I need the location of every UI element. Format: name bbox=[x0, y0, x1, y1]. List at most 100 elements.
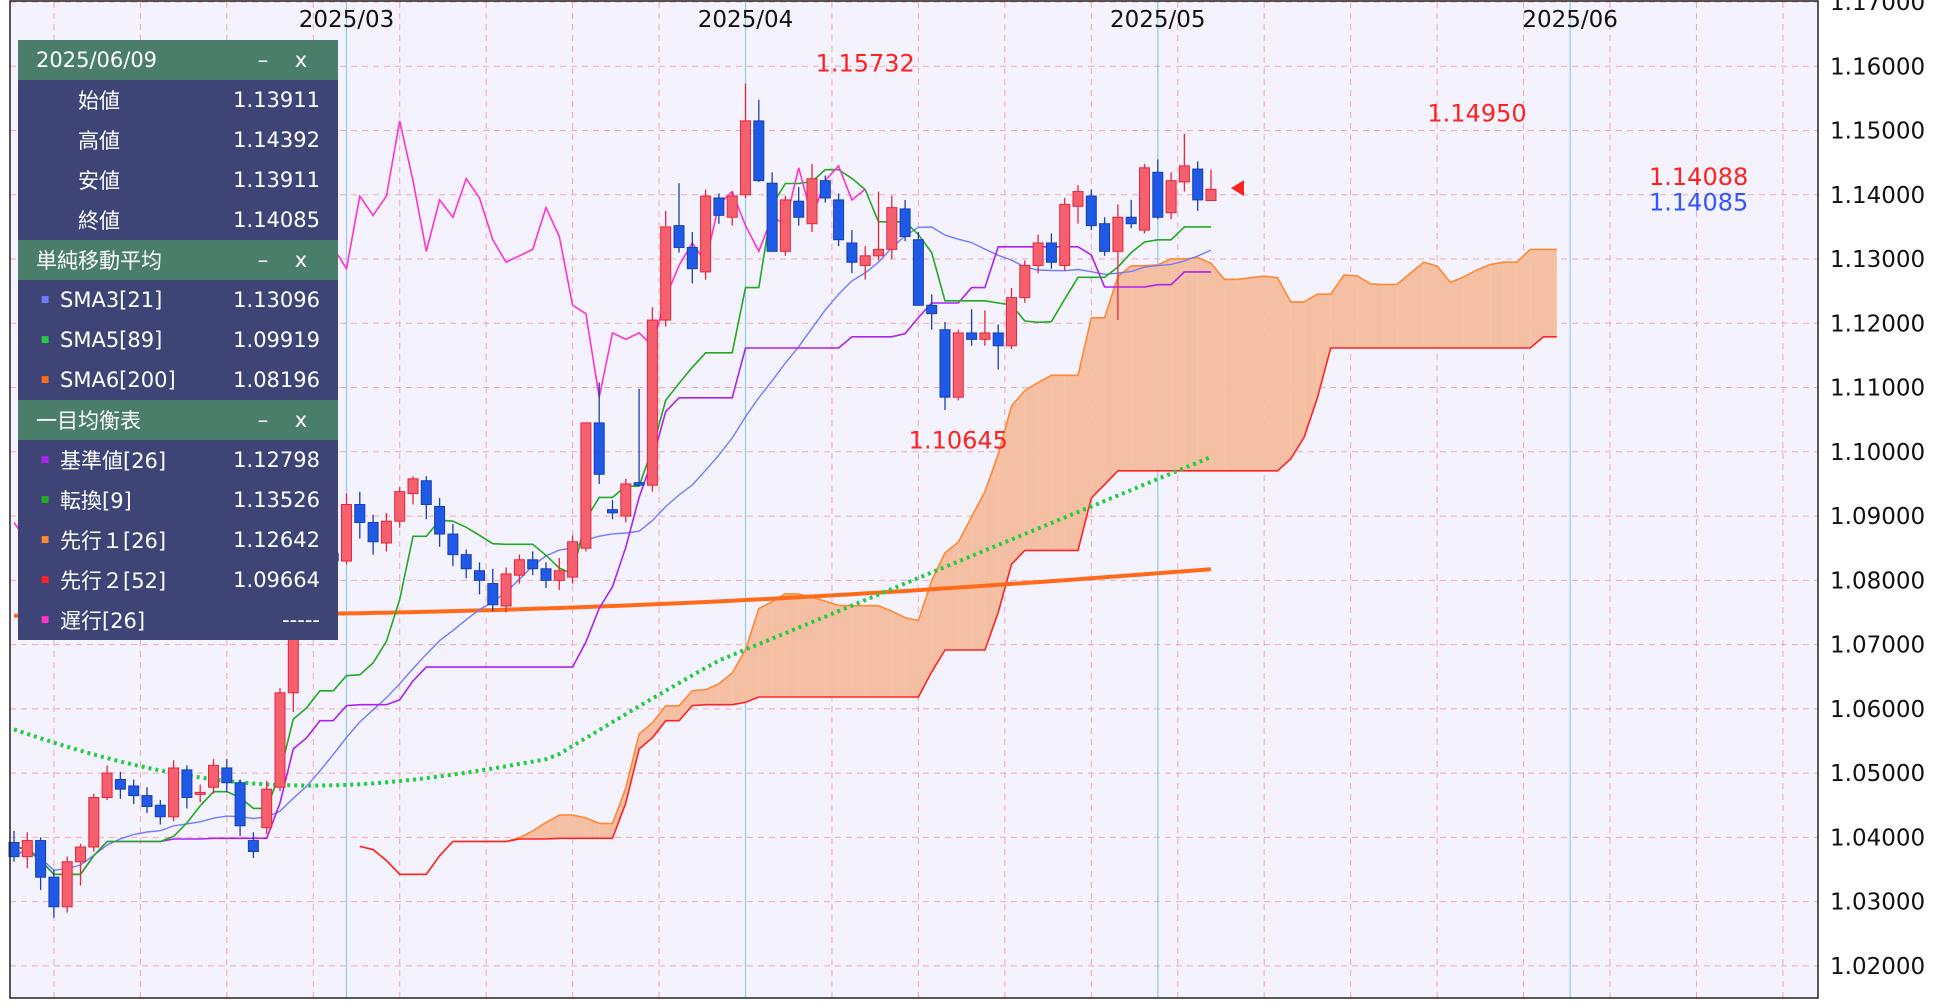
candle-body bbox=[859, 255, 871, 266]
x-month-label: 2025/06 bbox=[1522, 7, 1618, 33]
candle-body bbox=[1059, 203, 1071, 266]
y-tick-label: 1.12000 bbox=[1830, 311, 1925, 337]
y-tick-label: 1.15000 bbox=[1830, 119, 1925, 145]
color-swatch-icon: ■ bbox=[40, 455, 50, 465]
cloud-segment bbox=[758, 601, 773, 697]
cloud-segment bbox=[1397, 273, 1411, 349]
cloud-segment bbox=[692, 689, 706, 706]
candle-body bbox=[1006, 297, 1017, 347]
senkou-span-a-line bbox=[359, 248, 1557, 876]
minimize-button[interactable]: – bbox=[257, 408, 269, 432]
cloud-segment bbox=[1290, 301, 1305, 459]
y-tick-label: 1.14000 bbox=[1830, 183, 1925, 209]
kijun-line bbox=[13, 246, 1211, 876]
candle-body bbox=[8, 841, 20, 858]
candle-body bbox=[208, 764, 219, 788]
cloud-segment bbox=[1490, 262, 1504, 349]
color-swatch-icon: ■ bbox=[40, 575, 50, 585]
cloud-segment bbox=[1197, 257, 1211, 471]
candle-body bbox=[926, 304, 938, 315]
candle-body bbox=[1099, 223, 1111, 252]
cloud-segment bbox=[905, 617, 919, 697]
cloud-segment bbox=[812, 597, 826, 697]
cloud-segment bbox=[878, 605, 892, 697]
candle-body bbox=[740, 120, 751, 196]
cloud-segment bbox=[559, 815, 573, 839]
ichimoku-row: ■ 遅行[26] ----- bbox=[18, 600, 338, 640]
cloud-segment bbox=[1357, 275, 1371, 349]
cloud-segment bbox=[1064, 375, 1078, 551]
cloud-segment bbox=[1437, 266, 1451, 349]
color-swatch-icon: ■ bbox=[40, 615, 50, 625]
close-button[interactable]: x bbox=[294, 48, 308, 72]
candle-body bbox=[607, 509, 618, 514]
candle-body bbox=[221, 767, 233, 784]
cloud-segment bbox=[1277, 277, 1291, 471]
candle-body bbox=[154, 804, 166, 818]
candle-body bbox=[846, 242, 858, 263]
y-tick-label: 1.10000 bbox=[1830, 440, 1925, 466]
current-price-label: 1.14088 bbox=[1649, 163, 1748, 191]
sma-label: SMA3[21] bbox=[60, 288, 163, 312]
sma89-line bbox=[13, 455, 1212, 788]
cloud-segment bbox=[1157, 258, 1172, 471]
price-annotation: 1.10645 bbox=[909, 426, 1008, 454]
cloud-segment bbox=[1024, 382, 1039, 551]
cloud-segment bbox=[918, 580, 932, 697]
minimize-button[interactable]: – bbox=[257, 248, 269, 272]
minimize-button[interactable]: – bbox=[257, 48, 269, 72]
sma-label: SMA6[200] bbox=[60, 368, 176, 392]
cloud-segment bbox=[984, 454, 999, 651]
ichimoku-value: ----- bbox=[282, 608, 320, 632]
ohlc-row-high: 高値 1.14392 bbox=[18, 120, 338, 160]
y-tick-label: 1.08000 bbox=[1830, 568, 1925, 594]
y-tick-label: 1.13000 bbox=[1830, 247, 1925, 273]
candle-body bbox=[367, 521, 379, 543]
candle-body bbox=[341, 503, 352, 562]
cloud-segment bbox=[1317, 294, 1331, 398]
y-tick-label: 1.03000 bbox=[1830, 890, 1925, 916]
candle-body bbox=[992, 332, 1004, 347]
candle-body bbox=[394, 491, 406, 522]
candle-body bbox=[966, 332, 978, 340]
ohlc-value: 1.13911 bbox=[233, 88, 320, 112]
candle-body bbox=[1112, 216, 1124, 252]
cloud-segment bbox=[679, 690, 693, 721]
cloud-segment bbox=[865, 605, 879, 697]
candle-body bbox=[553, 570, 565, 581]
y-tick-label: 1.07000 bbox=[1830, 633, 1925, 659]
ohlc-panel-header: 2025/06/09 – x bbox=[18, 40, 338, 80]
candle-body bbox=[952, 332, 964, 398]
cloud-segment bbox=[745, 608, 759, 703]
close-button[interactable]: x bbox=[294, 408, 308, 432]
candle-body bbox=[1192, 168, 1204, 201]
color-swatch-icon: ■ bbox=[40, 375, 50, 385]
candle-body bbox=[1125, 216, 1137, 225]
cloud-segment bbox=[1051, 375, 1065, 551]
cloud-segment bbox=[971, 491, 985, 651]
ichimoku-label: 遅行[26] bbox=[60, 609, 146, 633]
ohlc-label: 終値 bbox=[78, 209, 120, 233]
ohlc-row-open: 始値 1.13911 bbox=[18, 80, 338, 120]
y-tick-label: 1.02000 bbox=[1830, 954, 1925, 980]
ohlc-label: 安値 bbox=[78, 169, 120, 193]
ohlc-value: 1.14392 bbox=[233, 128, 320, 152]
cloud-segment bbox=[945, 542, 959, 651]
cloud-segment bbox=[825, 601, 839, 697]
ichimoku-row: ■ 基準値[26] 1.12798 bbox=[18, 440, 338, 480]
close-button[interactable]: x bbox=[294, 248, 308, 272]
cloud-segment bbox=[1104, 276, 1118, 485]
candle-body bbox=[646, 319, 658, 486]
cloud-segment bbox=[1383, 284, 1398, 349]
cloud-segment bbox=[1078, 317, 1092, 551]
candle-body bbox=[700, 195, 712, 273]
candle-body bbox=[1165, 180, 1177, 214]
y-tick-label: 1.17000 bbox=[1830, 0, 1925, 16]
candle-body bbox=[114, 779, 126, 790]
candle-body bbox=[1085, 195, 1097, 227]
candle-body bbox=[912, 239, 924, 306]
candle-body bbox=[261, 788, 273, 829]
candlesticks bbox=[8, 83, 1217, 918]
sma-row: ■ SMA6[200] 1.08196 bbox=[18, 360, 338, 400]
cloud-segment bbox=[1344, 274, 1358, 349]
